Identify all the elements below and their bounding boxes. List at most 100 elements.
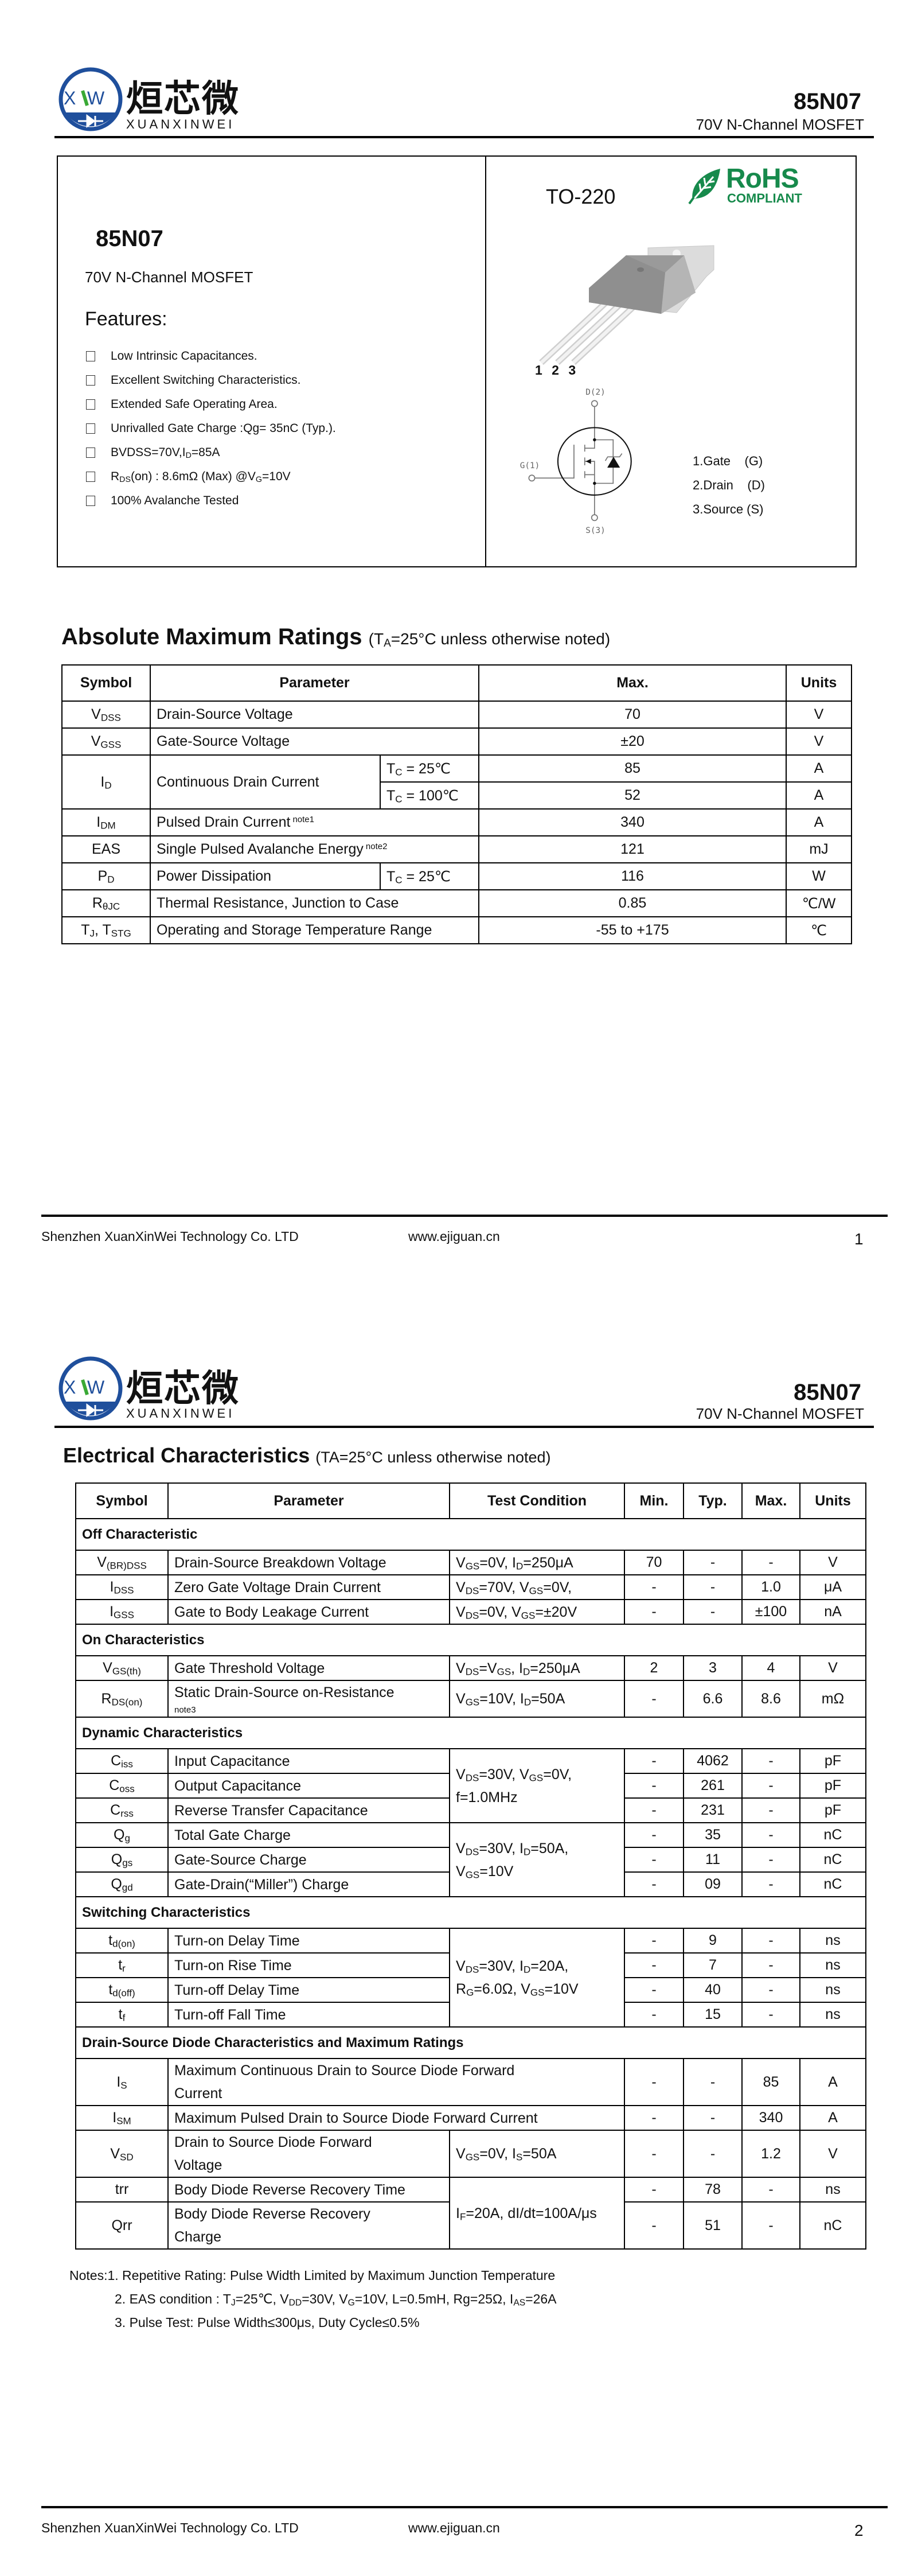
section-row: Switching Characteristics	[75, 1896, 866, 1929]
package-name: TO-220	[546, 185, 616, 208]
symbol-cell: tr	[75, 1952, 169, 1978]
max-cell: -	[741, 1977, 800, 2003]
gate-label: G(1)	[520, 461, 540, 470]
unit-cell: W	[786, 862, 852, 890]
min-cell: -	[624, 1871, 684, 1897]
parameter-cell: Gate to Body Leakage Current	[167, 1599, 450, 1625]
column-header-units: Units	[786, 664, 852, 702]
unit-cell: A	[786, 781, 852, 810]
rohs-subtitle: COMPLIANT	[727, 191, 802, 205]
max-cell: -	[741, 1773, 800, 1799]
footer-website[interactable]: www.ejiguan.cn	[408, 1229, 500, 1244]
svg-text:X: X	[64, 1377, 76, 1398]
symbol-cell: Ciss	[75, 1748, 169, 1774]
table-row: td(off) Turn-off Delay Time -40- ns	[75, 1977, 866, 2003]
feature-text: 100% Avalanche Tested	[111, 494, 239, 507]
unit-cell: V	[786, 727, 852, 756]
symbol-cell: IDM	[61, 808, 151, 836]
features-title: Features:	[85, 308, 167, 330]
unit-cell: V	[799, 1655, 866, 1681]
symbol-cell: Coss	[75, 1773, 169, 1799]
max-cell: 0.85	[478, 889, 787, 917]
symbol-cell: ISM	[75, 2105, 169, 2131]
max-cell: -	[741, 1748, 800, 1774]
unit-cell: ns	[799, 2177, 866, 2203]
parameter-cell: Pulsed Drain Current note1	[150, 808, 479, 836]
brand-name-cn: 烜芯微	[126, 78, 240, 119]
header-divider	[54, 136, 874, 138]
min-cell: -	[624, 1797, 684, 1823]
electrical-condition: (TA=25°C unless otherwise noted)	[315, 1449, 551, 1466]
unit-cell: ℃/W	[786, 889, 852, 917]
max-cell: -	[741, 1822, 800, 1848]
parameter-cell: Single Pulsed Avalanche Energy note2	[150, 835, 479, 863]
table-row: RDS(on) Static Drain-Source on-Resistance…	[75, 1680, 866, 1718]
section-row: Off Characteristic	[75, 1518, 866, 1551]
symbol-cell: Qg	[75, 1822, 169, 1848]
max-cell: 121	[478, 835, 787, 863]
table-header-row: Symbol Parameter Max. Units	[61, 664, 852, 702]
unit-cell: pF	[799, 1773, 866, 1799]
symbol-cell: PD	[61, 862, 151, 890]
overview-box	[57, 155, 857, 567]
unit-cell: A	[799, 2058, 866, 2106]
table-row: IGSS Gate to Body Leakage Current VDS=0V, …	[75, 1599, 866, 1625]
table-row: tr Turn-on Rise Time -7- ns	[75, 1952, 866, 1978]
min-cell: 2	[624, 1655, 684, 1681]
table-row: EAS Single Pulsed Avalanche Energy note2 12…	[61, 835, 852, 863]
unit-cell: pF	[799, 1797, 866, 1823]
feature-item: Extended Safe Operating Area.	[86, 398, 278, 411]
parameter-cell: Gate-Source Voltage	[150, 727, 479, 756]
electrical-table: Symbol Parameter Test Condition Min. Typ. Max…	[75, 1482, 866, 2250]
checkbox-icon	[86, 472, 95, 482]
unit-cell: V	[799, 1550, 866, 1575]
parameter-cell: Body Diode Reverse Recovery Time	[167, 2177, 450, 2203]
min-cell: -	[624, 2177, 684, 2203]
footer-divider	[41, 2506, 888, 2508]
max-cell: 85	[741, 2058, 800, 2106]
max-cell: 52	[478, 781, 787, 810]
overview-subtitle: 70V N-Channel MOSFET	[85, 269, 253, 286]
table-row: PD Power Dissipation TC = 25℃ 116 W	[61, 862, 852, 890]
test-condition-cell: VDS=30V, ID=20A, RG=6.0Ω, VGS=10V	[449, 1928, 625, 2028]
max-cell: -	[741, 1928, 800, 1954]
header-divider	[54, 1426, 874, 1428]
symbol-cell: V(BR)DSS	[75, 1550, 169, 1575]
column-header-max: Max.	[478, 664, 787, 702]
svg-text:W: W	[87, 1377, 105, 1398]
parameter-cell: Gate-Source Charge	[167, 1847, 450, 1873]
symbol-cell: td(on)	[75, 1928, 169, 1954]
table-row: VGS(th) Gate Threshold Voltage VDS=VGS, ID…	[75, 1655, 866, 1681]
unit-cell: A	[786, 754, 852, 783]
footer-company: Shenzhen XuanXinWei Technology Co. LTD	[41, 2520, 299, 2535]
feature-text: RDS(on) : 8.6mΩ (Max) @VG=10V	[111, 470, 291, 485]
abs-max-condition: (TA=25°C unless otherwise noted)	[368, 630, 611, 650]
unit-cell: V	[786, 701, 852, 729]
parameter-cell: Maximum Pulsed Drain to Source Diode For…	[167, 2105, 625, 2131]
unit-cell: nA	[799, 1599, 866, 1625]
parameter-cell: Input Capacitance	[167, 1748, 450, 1774]
feature-text: Excellent Switching Characteristics.	[111, 373, 301, 387]
footer-website[interactable]: www.ejiguan.cn	[408, 2520, 500, 2535]
min-cell: -	[624, 1773, 684, 1799]
pin-numbers: 1 2 3	[535, 363, 579, 378]
column-header-min: Min.	[624, 1482, 684, 1519]
feature-item: Excellent Switching Characteristics.	[86, 373, 300, 387]
pin-gate: 1.Gate (G)	[693, 454, 763, 468]
section-title: Dynamic Characteristics	[75, 1717, 866, 1749]
column-header-units: Units	[799, 1482, 866, 1519]
typ-cell: -	[683, 2058, 743, 2106]
brand-name-en: XUANXINWEI	[126, 1406, 235, 1421]
table-header-row: Symbol Parameter Test Condition Min. Typ. Max…	[75, 1482, 866, 1519]
table-row: RθJC Thermal Resistance, Junction to Case…	[61, 889, 852, 917]
parameter-cell: Total Gate Charge	[167, 1822, 450, 1848]
max-cell: 85	[478, 754, 787, 783]
unit-cell: nC	[799, 1822, 866, 1848]
xw-logo-icon: X W	[58, 1356, 123, 1421]
typ-cell: -	[683, 1599, 743, 1625]
parameter-cell: Reverse Transfer Capacitance	[167, 1797, 450, 1823]
checkbox-icon	[86, 375, 95, 386]
max-cell: 8.6	[741, 1680, 800, 1718]
symbol-cell: VGS(th)	[75, 1655, 169, 1681]
parameter-cell: Output Capacitance	[167, 1773, 450, 1799]
